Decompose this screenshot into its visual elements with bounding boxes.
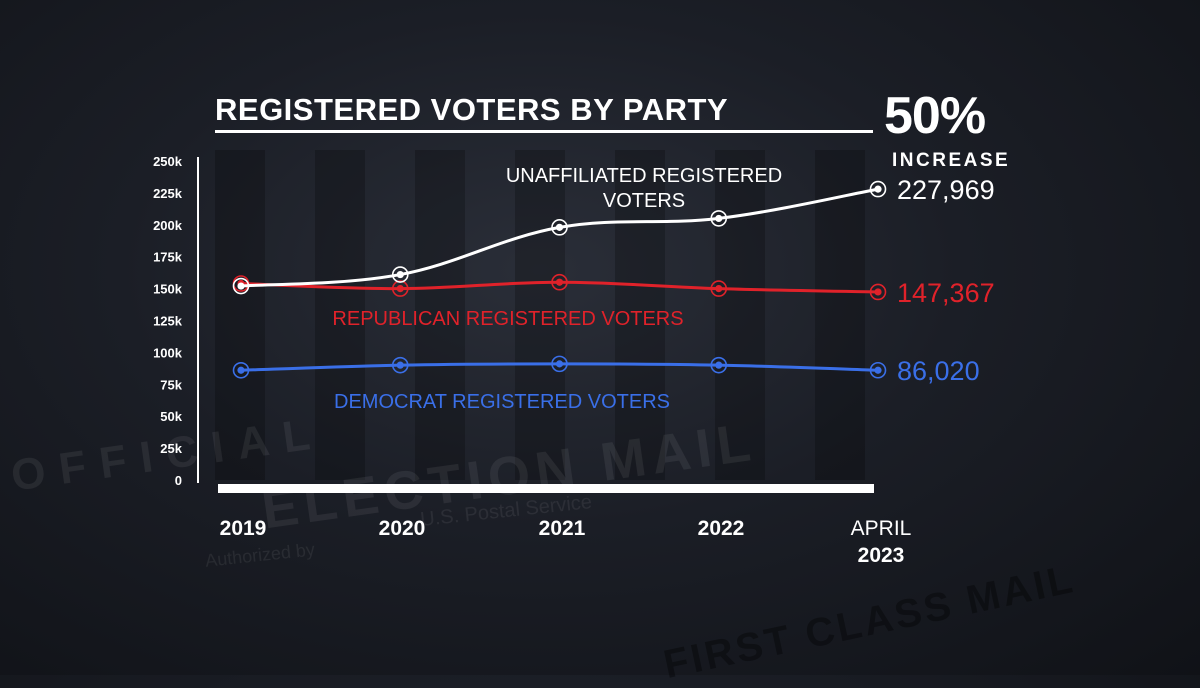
data-point-democrat-3 bbox=[715, 361, 723, 369]
y-tick-label-225k: 225k bbox=[153, 186, 183, 201]
data-point-ring-republican-3 bbox=[710, 280, 728, 297]
data-point-democrat-4 bbox=[874, 366, 882, 374]
title-underline bbox=[215, 130, 873, 133]
data-point-unaffiliated-2 bbox=[555, 223, 564, 231]
series-label-democrat: DEMOCRAT REGISTERED VOTERS bbox=[334, 391, 670, 413]
data-point-ring-democrat-1 bbox=[391, 356, 409, 374]
y-tick-label-200k: 200k bbox=[153, 218, 183, 233]
data-point-ring-unaffiliated-3 bbox=[710, 210, 728, 227]
series-label-unaffiliated: UNAFFILIATED REGISTERED bbox=[506, 165, 782, 187]
y-tick-label-150k: 150k bbox=[153, 282, 183, 297]
x-tick-label-2023: 2023 bbox=[857, 544, 905, 567]
data-point-republican-3 bbox=[715, 285, 723, 293]
data-point-unaffiliated-1 bbox=[396, 270, 404, 279]
data-point-democrat-1 bbox=[396, 361, 404, 369]
increase-label: INCREASE bbox=[892, 150, 1011, 171]
y-tick-label-100k: 100k bbox=[153, 345, 183, 360]
data-point-ring-unaffiliated-1 bbox=[391, 266, 409, 283]
y-tick-label-25k: 25k bbox=[160, 441, 182, 456]
series-label-unaffiliated-line-2: VOTERS bbox=[603, 190, 685, 212]
series-label-republican: REPUBLICAN REGISTERED VOTERS bbox=[332, 308, 683, 330]
data-point-ring-democrat-0 bbox=[232, 361, 250, 379]
data-point-republican-2 bbox=[555, 278, 564, 286]
data-point-ring-democrat-3 bbox=[710, 356, 728, 374]
x-tick-label-2019: 2019 bbox=[219, 517, 267, 540]
x-tick-label-april: APRIL bbox=[850, 517, 912, 540]
data-point-republican-4 bbox=[874, 288, 882, 296]
end-value-label-democrat: 86,020 bbox=[897, 356, 980, 386]
data-point-ring-republican-2 bbox=[551, 273, 568, 291]
data-point-unaffiliated-0 bbox=[237, 282, 245, 290]
data-point-democrat-0 bbox=[237, 366, 245, 374]
data-point-ring-unaffiliated-2 bbox=[551, 219, 568, 236]
y-tick-label-75k: 75k bbox=[160, 377, 182, 392]
data-point-ring-republican-4 bbox=[869, 283, 887, 301]
data-point-unaffiliated-4 bbox=[874, 185, 882, 193]
x-axis-baseline bbox=[218, 484, 874, 493]
end-value-label-unaffiliated: 227,969 bbox=[897, 175, 995, 205]
data-point-ring-republican-1 bbox=[391, 280, 409, 297]
increase-percentage: 50% bbox=[884, 87, 986, 145]
x-tick-label-2022: 2022 bbox=[697, 517, 745, 540]
end-value-label-republican: 147,367 bbox=[897, 278, 995, 308]
data-point-unaffiliated-3 bbox=[715, 214, 723, 223]
data-point-ring-democrat-2 bbox=[551, 355, 568, 373]
background-stripes bbox=[215, 150, 875, 480]
y-tick-label-175k: 175k bbox=[153, 250, 183, 265]
data-point-ring-democrat-4 bbox=[869, 361, 887, 379]
chart-title: REGISTERED VOTERS BY PARTY bbox=[215, 92, 729, 127]
y-tick-label-250k: 250k bbox=[153, 154, 183, 169]
y-tick-label-0: 0 bbox=[175, 473, 182, 488]
data-point-ring-unaffiliated-0 bbox=[232, 277, 250, 295]
x-tick-label-2021: 2021 bbox=[538, 517, 586, 540]
y-tick-label-125k: 125k bbox=[153, 314, 183, 329]
series-line-unaffiliated bbox=[240, 187, 879, 288]
x-tick-label-2020: 2020 bbox=[378, 517, 426, 540]
data-point-democrat-2 bbox=[555, 360, 564, 368]
data-point-republican-1 bbox=[396, 285, 404, 293]
y-tick-label-50k: 50k bbox=[160, 409, 182, 424]
data-point-ring-unaffiliated-4 bbox=[869, 180, 887, 198]
